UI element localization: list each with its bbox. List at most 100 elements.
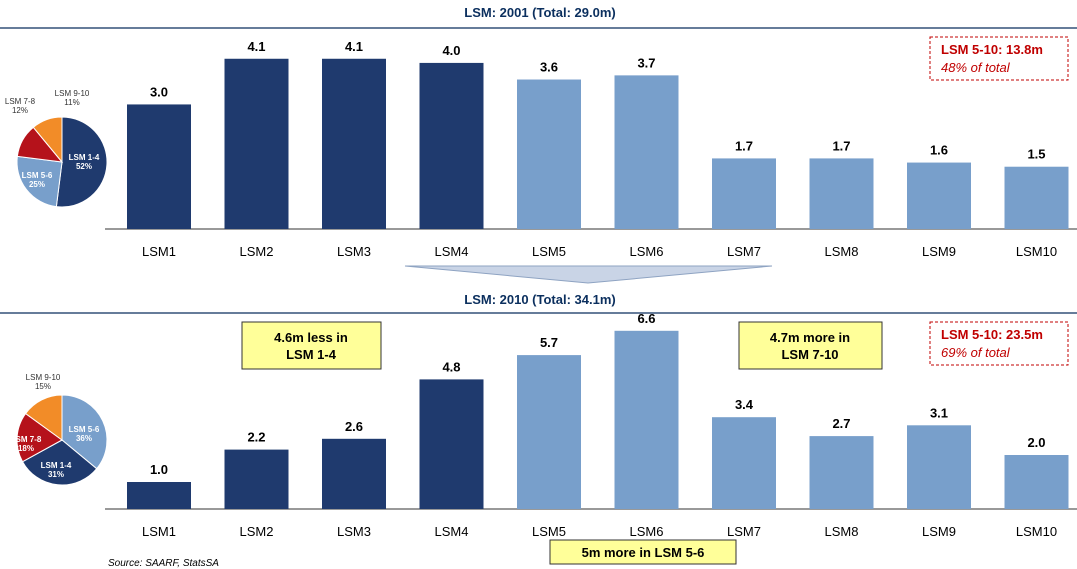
pie-slice-lsm-9-10 bbox=[24, 394, 63, 441]
pie-slice-lsm-1-4 bbox=[21, 439, 98, 486]
bar-lsm1 bbox=[127, 104, 191, 229]
bar-lsm7 bbox=[712, 417, 776, 509]
note-box-more-lsm5-6 bbox=[549, 539, 737, 565]
callout-2010-title: LSM 5-10: 23.5m bbox=[941, 327, 1043, 342]
value-label: 2.6 bbox=[345, 419, 363, 434]
tick-label: LSM4 bbox=[435, 524, 469, 539]
note-less-line2: LSM 1-4 bbox=[286, 347, 337, 362]
callout-2001-title: LSM 5-10: 13.8m bbox=[941, 42, 1043, 57]
note-lsm5-6: 5m more in LSM 5-6 bbox=[582, 545, 705, 560]
value-label: 2.0 bbox=[1027, 435, 1045, 450]
tick-label: LSM9 bbox=[922, 524, 956, 539]
value-label: 5.7 bbox=[540, 335, 558, 350]
note-box-less-lsm1-4 bbox=[241, 321, 382, 370]
tick-label: LSM7 bbox=[727, 244, 761, 259]
value-label: 3.7 bbox=[637, 55, 655, 70]
tick-label: LSM4 bbox=[435, 244, 469, 259]
tick-label: LSM10 bbox=[1016, 524, 1057, 539]
tick-label: LSM8 bbox=[825, 524, 859, 539]
bar-lsm9 bbox=[907, 162, 971, 229]
pie-label-name: LSM 9-10 bbox=[55, 89, 90, 98]
callout-2001-subtitle: 48% of total bbox=[941, 60, 1011, 75]
tick-label: LSM2 bbox=[240, 524, 274, 539]
bar-lsm4 bbox=[419, 62, 484, 230]
pie-label-name: LSM 1-4 bbox=[69, 153, 100, 162]
value-label: 1.0 bbox=[150, 462, 168, 477]
chart-2001-title: LSM: 2001 (Total: 29.0m) bbox=[464, 5, 615, 20]
pie-slice-lsm-7-8 bbox=[16, 412, 63, 463]
callout-box-2001 bbox=[929, 36, 1069, 81]
bar-lsm4 bbox=[419, 379, 484, 509]
value-label: 3.4 bbox=[735, 397, 754, 412]
bar-lsm8 bbox=[809, 436, 874, 509]
value-label: 3.6 bbox=[540, 60, 558, 75]
pie-slice-lsm-1-4 bbox=[55, 116, 108, 208]
bar-lsm8 bbox=[809, 158, 874, 229]
tick-label: LSM3 bbox=[337, 244, 371, 259]
pie-label-value: 11% bbox=[64, 98, 79, 107]
bar-lsm6 bbox=[614, 330, 679, 509]
tick-label: LSM7 bbox=[727, 524, 761, 539]
tick-label: LSM9 bbox=[922, 244, 956, 259]
pie-slice-lsm-5-6 bbox=[61, 394, 108, 470]
pie-label-name: LSM 5-6 bbox=[69, 425, 100, 434]
pie-label-name: LSM 1-4 bbox=[41, 461, 72, 470]
pie-slice-lsm-9-10 bbox=[32, 116, 63, 164]
bar-lsm5 bbox=[517, 79, 581, 230]
pie-label-name: LSM 9-10 bbox=[26, 373, 61, 382]
value-label: 6.6 bbox=[637, 311, 655, 326]
pie-label-value: 36% bbox=[76, 434, 92, 443]
value-label: 3.0 bbox=[150, 84, 168, 99]
tick-label: LSM3 bbox=[337, 524, 371, 539]
note-box-more-lsm7-10 bbox=[738, 321, 883, 370]
note-more-line1: 4.7m more in bbox=[770, 330, 850, 345]
value-label: 4.0 bbox=[442, 43, 460, 58]
value-label: 4.8 bbox=[442, 359, 460, 374]
pie-label-value: 31% bbox=[48, 470, 64, 479]
pie-label-name: LSM 7-8 bbox=[11, 435, 42, 444]
transition-arrow bbox=[404, 265, 773, 284]
bar-lsm10 bbox=[1004, 166, 1069, 229]
pie-label-value: 25% bbox=[29, 180, 45, 189]
note-less-line1: 4.6m less in bbox=[274, 330, 348, 345]
value-label: 2.2 bbox=[247, 430, 265, 445]
bar-lsm2 bbox=[224, 449, 289, 509]
pie-label-value: 52% bbox=[76, 162, 92, 171]
bar-lsm3 bbox=[322, 58, 386, 230]
tick-label: LSM5 bbox=[532, 524, 566, 539]
bar-lsm10 bbox=[1004, 455, 1069, 509]
callout-2010-subtitle: 69% of total bbox=[941, 345, 1011, 360]
pie-label-value: 12% bbox=[12, 106, 28, 115]
pie-label-name: LSM 7-8 bbox=[5, 97, 36, 106]
pie-label-value: 18% bbox=[18, 444, 34, 453]
pie-slice-lsm-5-6 bbox=[16, 155, 63, 208]
pie-2001: LSM 1-452% LSM 5-625% LSM 7-812% LSM 9-1011… bbox=[5, 89, 108, 208]
chart-2010-title: LSM: 2010 (Total: 34.1m) bbox=[464, 292, 615, 307]
source-note: Source: SAARF, StatsSA bbox=[108, 558, 219, 569]
tick-label: LSM5 bbox=[532, 244, 566, 259]
value-label: 2.7 bbox=[832, 416, 850, 431]
value-label: 3.1 bbox=[930, 405, 948, 420]
tick-label: LSM1 bbox=[142, 244, 176, 259]
tick-label: LSM1 bbox=[142, 524, 176, 539]
value-label: 1.5 bbox=[1027, 147, 1045, 162]
pie-2010: LSM 5-636% LSM 1-431% LSM 7-818% LSM 9-1015… bbox=[11, 373, 108, 486]
tick-label: LSM8 bbox=[825, 244, 859, 259]
bars-2010: 1.0 LSM1 2.2 LSM2 2.6 LSM3 4.8 LSM4 5.7 LSM5 6.6 LS… bbox=[105, 311, 1077, 539]
bar-lsm7 bbox=[712, 158, 776, 229]
value-label: 1.7 bbox=[735, 138, 753, 153]
bar-lsm6 bbox=[614, 75, 679, 229]
bar-lsm5 bbox=[517, 355, 581, 509]
bar-lsm3 bbox=[322, 438, 386, 509]
value-label: 1.6 bbox=[930, 143, 948, 158]
bar-lsm9 bbox=[907, 425, 971, 509]
tick-label: LSM10 bbox=[1016, 244, 1057, 259]
value-label: 4.1 bbox=[247, 39, 265, 54]
bar-lsm1 bbox=[127, 482, 191, 509]
callout-box-2010 bbox=[929, 321, 1069, 366]
note-more-line2: LSM 7-10 bbox=[781, 347, 838, 362]
value-label: 4.1 bbox=[345, 39, 363, 54]
tick-label: LSM2 bbox=[240, 244, 274, 259]
value-label: 1.7 bbox=[832, 138, 850, 153]
